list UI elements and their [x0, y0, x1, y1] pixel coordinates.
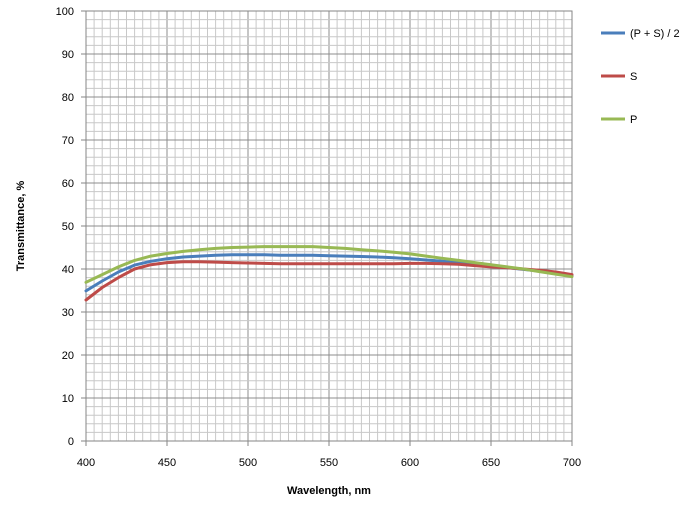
- legend-label-1: S: [630, 71, 637, 83]
- y-tick-label: 0: [68, 436, 74, 448]
- y-tick-label: 90: [62, 49, 74, 61]
- legend: (P + S) / 2 S P: [601, 28, 680, 126]
- series-line-2: [84, 245, 574, 284]
- legend-label-2: P: [630, 114, 637, 126]
- x-tick-label: 700: [563, 457, 581, 469]
- series-line-1: [84, 260, 574, 302]
- y-tick-label: 50: [62, 221, 74, 233]
- y-tick-label: 40: [62, 264, 74, 276]
- legend-label-0: (P + S) / 2: [630, 28, 680, 40]
- y-tick-label: 10: [62, 393, 74, 405]
- series-lines: [84, 245, 574, 302]
- x-tick-label: 650: [482, 457, 500, 469]
- y-tick-label: 20: [62, 350, 74, 362]
- x-axis-title: Wavelength, nm: [287, 485, 371, 497]
- axis-ticks: 400 450 500 550 600 650 700 0 10 20 30 40 50 60 70 80 90…: [56, 6, 582, 469]
- grid: [86, 11, 572, 441]
- x-tick-label: 400: [77, 457, 95, 469]
- x-tick-label: 550: [320, 457, 338, 469]
- y-tick-label: 70: [62, 135, 74, 147]
- x-tick-label: 500: [239, 457, 257, 469]
- x-tick-label: 600: [401, 457, 419, 469]
- y-tick-label: 80: [62, 92, 74, 104]
- y-tick-label: 100: [56, 6, 74, 18]
- x-tick-label: 450: [158, 457, 176, 469]
- y-tick-label: 60: [62, 178, 74, 190]
- y-axis-title: Transmittance, %: [15, 181, 27, 272]
- y-tick-label: 30: [62, 307, 74, 319]
